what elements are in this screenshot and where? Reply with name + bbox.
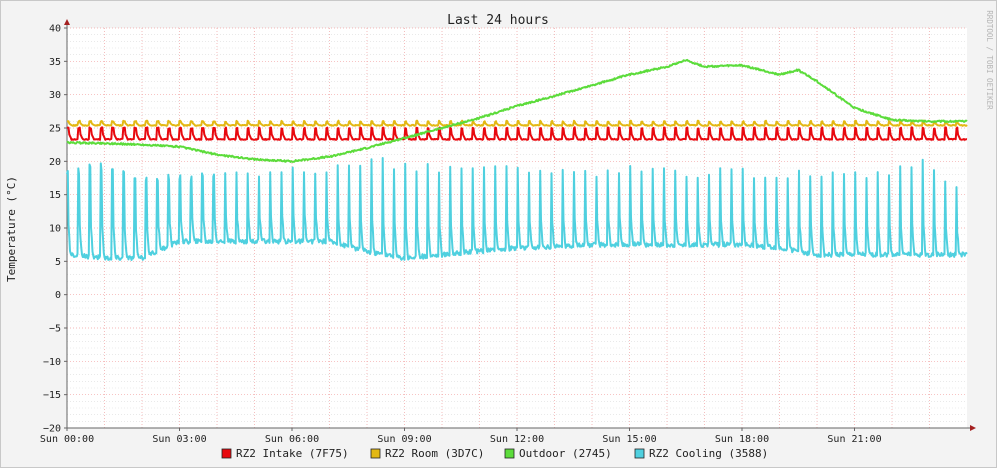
legend-label-4: RZ2 Cooling (3588) [649, 447, 768, 460]
y-tick-label: −15 [43, 390, 61, 401]
series-line-1 [66, 126, 968, 141]
y-axis-arrow [64, 19, 70, 25]
rrdtool-watermark: RRDTOOL / TOBI OETIKER [985, 10, 994, 110]
y-axis-label: Temperature (°C) [5, 176, 18, 282]
legend-label-1: RZ2 Intake (7F75) [236, 447, 349, 460]
x-tick-labels: Sun 00:00 Sun 03:00 Sun 06:00 Sun 09:00 Sun … [40, 434, 882, 445]
axes [64, 19, 976, 431]
series-lines [66, 58, 968, 261]
y-tick-label: −20 [43, 424, 61, 435]
x-axis-arrow [970, 425, 976, 431]
legend: RZ2 Intake (7F75) RZ2 Room (3D7C) Outdoor … [221, 447, 768, 460]
y-tick-labels: 40 35 30 25 20 15 10 5 0 −5 −10 −15 −20 [43, 24, 61, 435]
legend-swatch-2 [370, 448, 381, 459]
y-tick-label: 0 [55, 290, 61, 301]
y-tick-label: 5 [55, 257, 61, 268]
legend-swatch-1 [221, 448, 232, 459]
x-tick-label: Sun 21:00 [827, 434, 881, 445]
x-tick-label: Sun 06:00 [265, 434, 319, 445]
y-tick-label: 20 [49, 157, 61, 168]
x-tick-label: Sun 12:00 [490, 434, 544, 445]
legend-label-3: Outdoor (2745) [519, 447, 612, 460]
x-tick-label: Sun 09:00 [377, 434, 431, 445]
y-tick-label: −5 [49, 324, 61, 335]
y-tick-label: 15 [49, 190, 61, 201]
x-tick-label: Sun 18:00 [715, 434, 769, 445]
legend-label-2: RZ2 Room (3D7C) [385, 447, 484, 460]
y-tick-label: 35 [49, 57, 61, 68]
series-line-4 [66, 157, 968, 261]
y-tick-label: 10 [49, 224, 61, 235]
legend-swatch-4 [634, 448, 645, 459]
series-line-2 [66, 119, 968, 127]
y-tick-label: 25 [49, 124, 61, 135]
x-tick-label: Sun 00:00 [40, 434, 94, 445]
x-tick-label: Sun 15:00 [602, 434, 656, 445]
chart-title: Last 24 hours [447, 13, 549, 28]
y-tick-label: 40 [49, 24, 61, 35]
y-tick-label: 30 [49, 90, 61, 101]
y-tick-label: −10 [43, 357, 61, 368]
x-tick-label: Sun 03:00 [152, 434, 206, 445]
legend-swatch-3 [504, 448, 515, 459]
series-line-3 [66, 58, 968, 163]
